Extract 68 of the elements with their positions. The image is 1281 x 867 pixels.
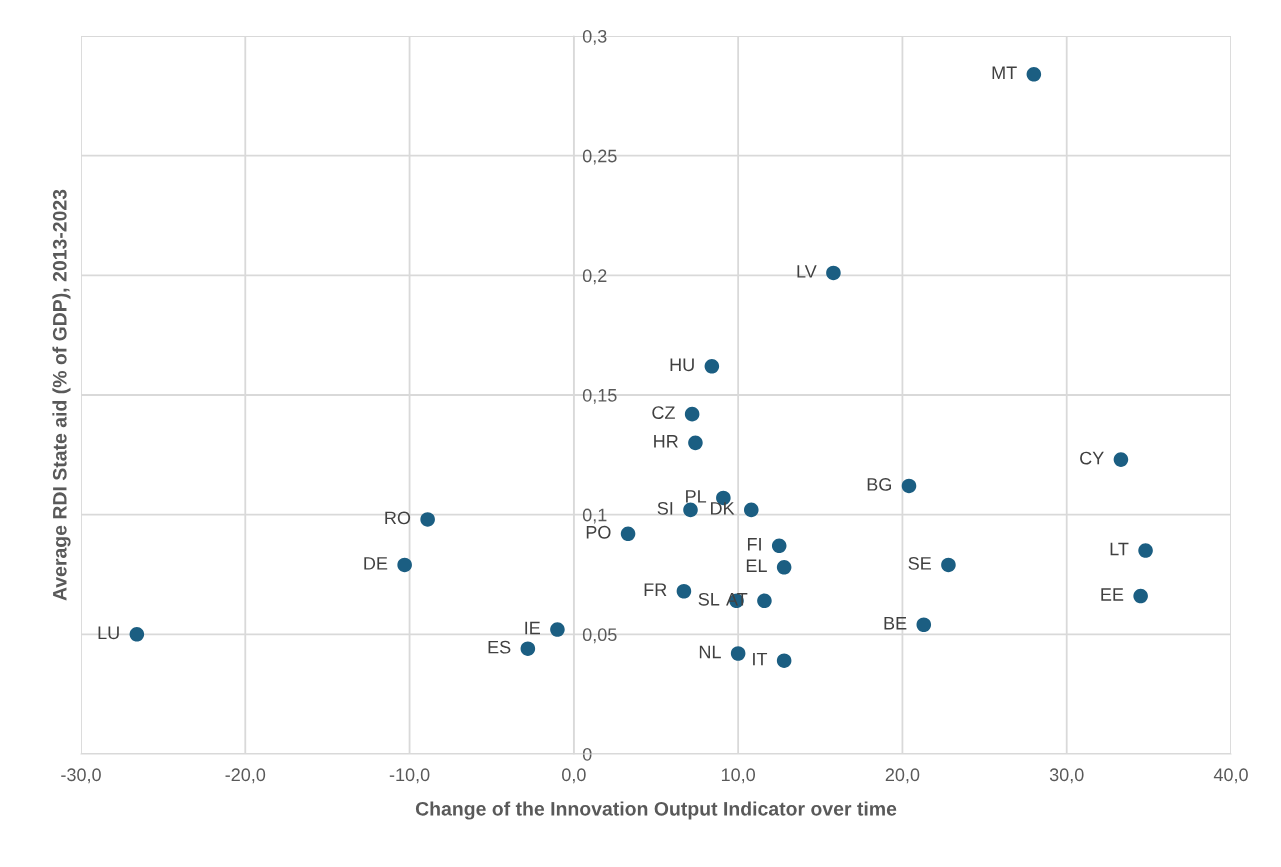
point xyxy=(129,627,145,642)
annotation: DE xyxy=(364,557,388,570)
point xyxy=(941,557,956,573)
x-tick-label: -10,0 xyxy=(389,768,430,784)
y-tick-label: 0,15 xyxy=(582,388,617,404)
annotation: FI xyxy=(747,538,761,551)
x-tick-label: 10,0 xyxy=(721,768,756,784)
point xyxy=(620,526,636,542)
annotation: LT xyxy=(1110,542,1129,556)
point xyxy=(901,478,917,494)
annotation: BG xyxy=(867,478,891,491)
point xyxy=(684,406,700,422)
point xyxy=(916,617,932,633)
point xyxy=(826,265,841,281)
point xyxy=(550,622,565,637)
annotation: LV xyxy=(797,265,817,278)
annotation: RO xyxy=(385,511,411,525)
annotation: LU xyxy=(98,626,119,640)
point xyxy=(520,641,536,656)
x-tick-label: 40,0 xyxy=(1213,768,1248,784)
point xyxy=(1138,543,1153,558)
x-tick-label: -30,0 xyxy=(61,768,101,784)
x-tick-label: 30,0 xyxy=(1049,768,1084,784)
y-tick-label: 0,25 xyxy=(582,149,617,165)
annotation: NL xyxy=(699,645,721,659)
point xyxy=(744,502,759,518)
y-tick-label: 0,3 xyxy=(582,29,607,45)
annotation: CZ xyxy=(652,406,675,419)
point xyxy=(688,435,703,451)
annotation: PL xyxy=(686,490,707,503)
x-axis-title: Change of the Innovation Output Indicator over time xyxy=(415,801,897,820)
point xyxy=(397,557,412,573)
x-tick-label: 20,0 xyxy=(885,768,920,784)
point xyxy=(776,560,792,575)
annotation: FR xyxy=(644,583,667,596)
y-tick-label: 0,1 xyxy=(582,508,607,524)
x-tick-label: -20,0 xyxy=(225,768,266,784)
annotation: CY xyxy=(1080,451,1104,465)
annotation: SL xyxy=(698,592,720,606)
point xyxy=(730,646,746,661)
annotation: PO xyxy=(586,525,611,539)
annotation: ES xyxy=(488,640,511,654)
x-tick-label: 0,0 xyxy=(562,768,586,784)
point xyxy=(1113,452,1129,467)
annotation: MT xyxy=(992,66,1017,79)
annotation: SI xyxy=(657,501,673,515)
y-axis-title: Average RDI State aid (% of GDP), 2013-2023 xyxy=(52,189,71,601)
annotation: EE xyxy=(1101,588,1124,601)
annotation: BE xyxy=(884,617,907,630)
y-tick-label: 0,2 xyxy=(582,269,607,285)
point xyxy=(1133,588,1148,604)
point xyxy=(1026,67,1042,82)
point xyxy=(704,359,720,374)
y-tick-label: 0,05 xyxy=(582,628,617,644)
y-tick-label: 0 xyxy=(582,747,592,761)
point xyxy=(757,593,772,609)
point xyxy=(776,653,792,668)
annotation: IT xyxy=(753,652,768,666)
annotation: EL xyxy=(746,559,767,572)
annotation: HU xyxy=(670,358,694,372)
point xyxy=(771,538,787,554)
point xyxy=(676,583,692,599)
annotation: HR xyxy=(654,435,678,448)
annotation: DK xyxy=(711,502,735,515)
annotation: SE xyxy=(908,556,931,570)
annotation: IE xyxy=(525,621,540,635)
point xyxy=(420,512,435,527)
point xyxy=(683,502,698,518)
